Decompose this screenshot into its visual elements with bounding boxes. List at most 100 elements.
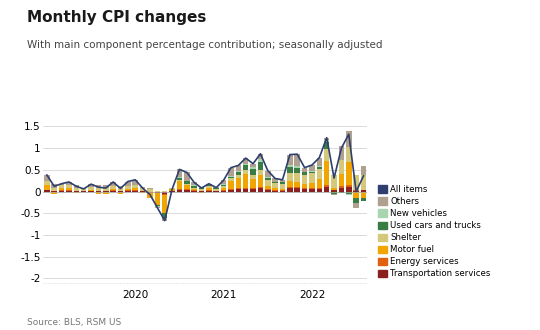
Bar bbox=[132, 190, 138, 191]
Bar bbox=[191, 190, 197, 191]
Legend: All items, Others, New vehicles, Used cars and trucks, Shelter, Motor fuel, Ener: All items, Others, New vehicles, Used ca… bbox=[378, 185, 490, 278]
Bar bbox=[332, 190, 337, 191]
Bar bbox=[96, 185, 101, 188]
Bar bbox=[132, 185, 138, 188]
Bar bbox=[170, 188, 175, 189]
Bar bbox=[66, 190, 72, 191]
Bar bbox=[73, 188, 79, 191]
Bar bbox=[309, 188, 315, 189]
Bar bbox=[89, 187, 94, 190]
Bar bbox=[316, 167, 322, 169]
Bar bbox=[177, 189, 182, 190]
Bar bbox=[251, 189, 256, 191]
Bar bbox=[316, 188, 322, 189]
Bar bbox=[206, 184, 212, 185]
Bar bbox=[228, 190, 234, 191]
Bar bbox=[191, 189, 197, 190]
Bar bbox=[235, 178, 241, 188]
Bar bbox=[243, 165, 248, 170]
Bar bbox=[280, 184, 285, 189]
Bar bbox=[154, 206, 160, 207]
Bar bbox=[228, 179, 234, 181]
Bar bbox=[235, 171, 241, 172]
Bar bbox=[162, 195, 167, 213]
Bar bbox=[287, 173, 293, 181]
Bar bbox=[206, 188, 212, 190]
Bar bbox=[339, 174, 344, 186]
Bar bbox=[302, 175, 307, 184]
Bar bbox=[243, 158, 248, 164]
Bar bbox=[339, 191, 344, 193]
Bar bbox=[346, 194, 352, 195]
Bar bbox=[235, 165, 241, 171]
Bar bbox=[177, 178, 182, 180]
Bar bbox=[154, 207, 160, 209]
Bar bbox=[361, 190, 366, 191]
Bar bbox=[294, 182, 300, 187]
Bar bbox=[191, 188, 197, 189]
Bar bbox=[243, 170, 248, 174]
Bar bbox=[147, 189, 153, 191]
Bar bbox=[162, 217, 167, 218]
Bar bbox=[309, 171, 315, 172]
Bar bbox=[265, 177, 271, 178]
Bar bbox=[258, 187, 263, 188]
Bar bbox=[81, 191, 86, 192]
Bar bbox=[110, 189, 116, 190]
Bar bbox=[265, 180, 271, 186]
Bar bbox=[140, 188, 145, 191]
Bar bbox=[324, 148, 329, 161]
Bar bbox=[221, 186, 226, 188]
Bar bbox=[361, 175, 366, 190]
Bar bbox=[309, 173, 315, 183]
Bar bbox=[103, 188, 109, 191]
Bar bbox=[125, 190, 131, 191]
Bar bbox=[243, 189, 248, 191]
Bar bbox=[154, 193, 160, 205]
Bar bbox=[294, 173, 300, 182]
Bar bbox=[265, 178, 271, 180]
Bar bbox=[184, 185, 190, 189]
Bar bbox=[235, 175, 241, 178]
Bar bbox=[221, 184, 226, 186]
Bar bbox=[73, 184, 79, 188]
Bar bbox=[346, 162, 352, 185]
Bar bbox=[272, 179, 278, 182]
Bar bbox=[103, 185, 109, 188]
Bar bbox=[302, 168, 307, 172]
Bar bbox=[353, 203, 359, 209]
Bar bbox=[132, 188, 138, 190]
Text: Source: BLS, RSM US: Source: BLS, RSM US bbox=[27, 318, 122, 327]
Bar bbox=[324, 185, 329, 187]
Bar bbox=[280, 182, 285, 184]
Bar bbox=[332, 175, 337, 188]
Bar bbox=[272, 190, 278, 191]
Bar bbox=[132, 180, 138, 185]
Bar bbox=[251, 175, 256, 179]
Bar bbox=[353, 175, 359, 190]
Bar bbox=[339, 188, 344, 191]
Bar bbox=[89, 184, 94, 187]
Bar bbox=[51, 191, 57, 194]
Bar bbox=[125, 186, 131, 189]
Bar bbox=[324, 140, 329, 142]
Bar bbox=[235, 188, 241, 189]
Bar bbox=[125, 182, 131, 186]
Bar bbox=[66, 188, 72, 190]
Bar bbox=[103, 192, 109, 194]
Bar bbox=[251, 167, 256, 169]
Bar bbox=[44, 185, 50, 190]
Bar bbox=[177, 190, 182, 191]
Bar bbox=[272, 182, 278, 183]
Bar bbox=[251, 188, 256, 189]
Bar bbox=[177, 180, 182, 181]
Bar bbox=[294, 166, 300, 168]
Bar bbox=[118, 191, 123, 194]
Bar bbox=[251, 169, 256, 175]
Bar bbox=[228, 181, 234, 189]
Bar bbox=[213, 191, 219, 192]
Bar bbox=[177, 169, 182, 177]
Bar bbox=[162, 191, 167, 194]
Bar bbox=[265, 171, 271, 177]
Bar bbox=[309, 172, 315, 173]
